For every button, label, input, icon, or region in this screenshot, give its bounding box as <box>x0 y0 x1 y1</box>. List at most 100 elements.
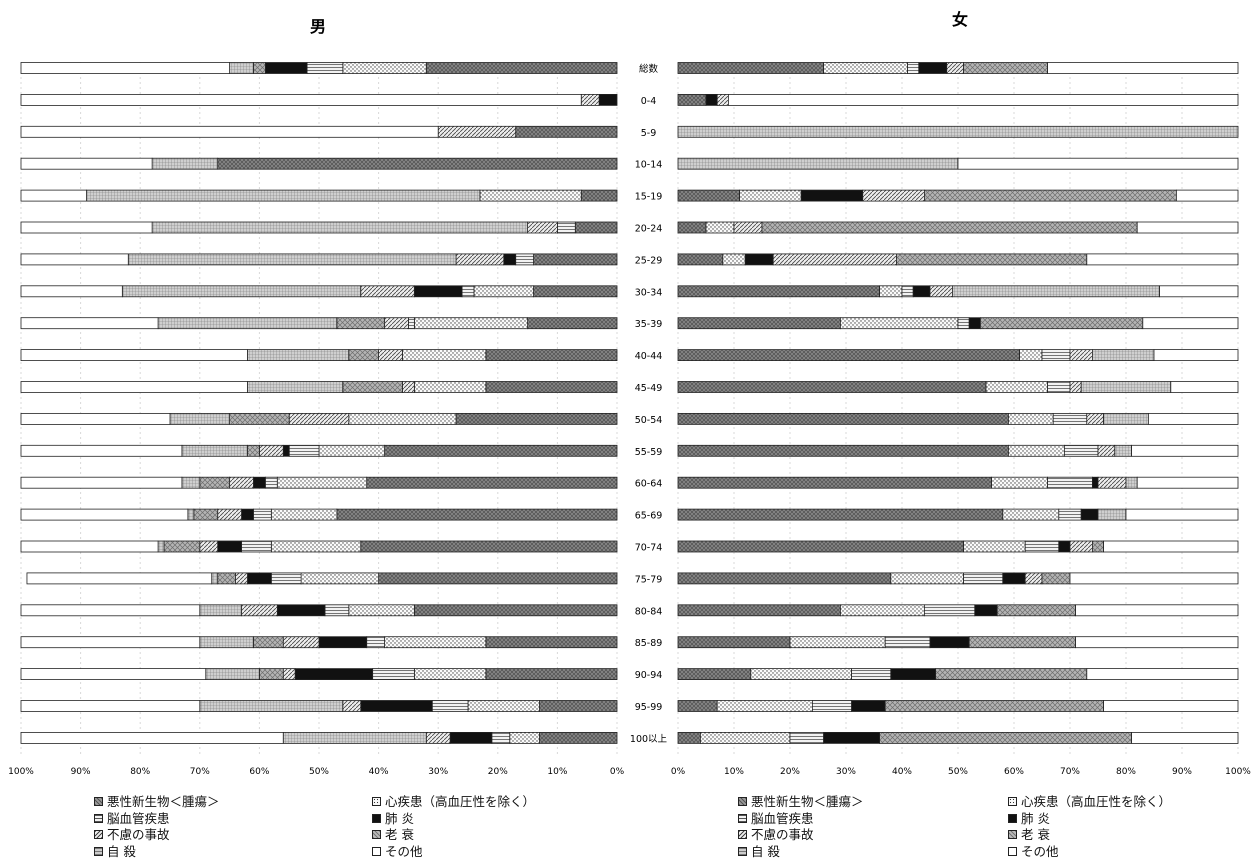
bar-female-segment <box>1080 381 1172 393</box>
legend-item: 不慮の事故 <box>94 826 170 843</box>
bar-male-segment <box>247 444 260 457</box>
legend-swatch-icon <box>1008 846 1017 856</box>
bar-female-segment <box>1092 349 1155 362</box>
bar-male-segment <box>402 349 487 362</box>
legend-swatch-icon <box>372 797 381 806</box>
bar-male-segment <box>253 62 266 74</box>
bar-female-segment <box>716 700 813 712</box>
bar-female-segment <box>750 668 852 680</box>
category-label: 5-9 <box>641 128 657 139</box>
bar-male-segment <box>598 94 618 106</box>
bar-male-segment <box>127 253 457 266</box>
bar-male-segment <box>384 317 409 330</box>
bar-female-segment <box>761 221 1138 234</box>
bar-female-segment <box>912 285 931 298</box>
bar-female-segment <box>1097 508 1127 521</box>
legend-swatch-icon <box>1008 830 1017 839</box>
bar-female-segment <box>1047 476 1093 489</box>
bar-male-segment <box>20 94 582 106</box>
legend-label: 脳血管疾患 <box>751 810 814 826</box>
bar-female-segment <box>957 317 970 330</box>
bar-female-segment <box>1131 732 1239 744</box>
legend-label: その他 <box>1021 843 1059 859</box>
bar-male-segment <box>413 317 528 330</box>
bar-male-segment <box>229 62 254 74</box>
bar-male-segment <box>282 444 290 457</box>
bar-male-segment <box>485 381 618 393</box>
legend-swatch-icon <box>372 846 381 856</box>
bar-female-segment <box>1058 508 1082 521</box>
bar-male-segment <box>229 476 254 489</box>
bar-male-segment <box>431 700 469 712</box>
bar-male-segment <box>360 285 415 298</box>
bar-male-segment <box>282 668 296 680</box>
bar-male-segment <box>413 285 463 298</box>
x-tick-label-male: 100% <box>8 767 34 777</box>
bar-female-segment <box>728 94 1239 106</box>
bar-male-segment <box>20 125 439 138</box>
bar-female-segment <box>884 700 1105 712</box>
bar-female-segment <box>1069 349 1093 362</box>
bar-female-segment <box>1069 572 1239 585</box>
bar-male-segment <box>217 508 242 521</box>
bar-male-segment <box>253 636 284 649</box>
bar-female-segment <box>677 700 718 712</box>
bar-female-segment <box>677 157 959 170</box>
bar-male-segment <box>235 572 248 585</box>
bar-male-segment <box>485 668 618 680</box>
bar-female-segment <box>840 317 959 330</box>
category-label: 75-79 <box>635 574 663 585</box>
bar-female-segment <box>879 732 1132 744</box>
bar-male-segment <box>413 381 487 393</box>
x-tick-label-female: 10% <box>724 767 744 777</box>
bar-male-segment <box>485 349 618 362</box>
bar-male-segment <box>378 572 618 585</box>
bar-male-segment <box>413 668 487 680</box>
bar-female-segment <box>980 317 1144 330</box>
bar-male-segment <box>187 508 195 521</box>
bar-female-segment <box>1136 221 1239 234</box>
bar-male-segment <box>26 572 213 585</box>
bar-male-segment <box>20 476 183 489</box>
bar-female-segment <box>924 604 976 617</box>
legend-item: 悪性新生物＜腫瘍＞ <box>94 793 220 810</box>
legend-label: 自 殺 <box>107 843 136 859</box>
legend-item: 肺 炎 <box>372 810 414 827</box>
bar-male-segment <box>509 732 540 744</box>
bar-male-segment <box>241 540 272 553</box>
legend-label: 肺 炎 <box>385 810 414 826</box>
category-label: 55-59 <box>635 447 663 458</box>
bar-male-segment <box>300 572 379 585</box>
bar-male-segment <box>211 572 219 585</box>
bar-female-segment <box>840 604 925 617</box>
bar-female-segment <box>1069 540 1093 553</box>
legend-label: 不慮の事故 <box>107 827 170 842</box>
bar-male-segment <box>413 604 618 617</box>
legend-swatch-icon <box>738 846 747 856</box>
bar-female-segment <box>722 253 746 266</box>
bar-female-segment <box>1103 412 1149 425</box>
x-tick-label-male: 70% <box>190 767 210 777</box>
bar-male-segment <box>270 572 302 585</box>
bar-female-segment <box>1080 508 1099 521</box>
bar-male-segment <box>258 668 284 680</box>
bar-male-segment <box>407 317 415 330</box>
bar-female-segment <box>1047 381 1071 393</box>
bar-female-segment <box>677 189 740 202</box>
bar-female-segment <box>952 285 1161 298</box>
bar-female-segment <box>677 381 987 393</box>
legend-item: 老 衰 <box>372 826 414 843</box>
bar-male-segment <box>527 221 558 234</box>
bar-female-segment <box>812 700 853 712</box>
bar-male-segment <box>20 732 284 744</box>
bar-female-segment <box>716 94 729 106</box>
x-tick-label-female: 30% <box>836 767 856 777</box>
legend-item: 脳血管疾患 <box>94 810 170 827</box>
bar-male-segment <box>467 700 540 712</box>
bar-female-segment <box>677 221 707 234</box>
bar-male-segment <box>288 444 320 457</box>
bar-female-segment <box>1092 476 1099 489</box>
bar-male-segment <box>121 285 362 298</box>
bar-female-segment <box>1075 604 1239 617</box>
legend-swatch-icon <box>94 830 103 839</box>
